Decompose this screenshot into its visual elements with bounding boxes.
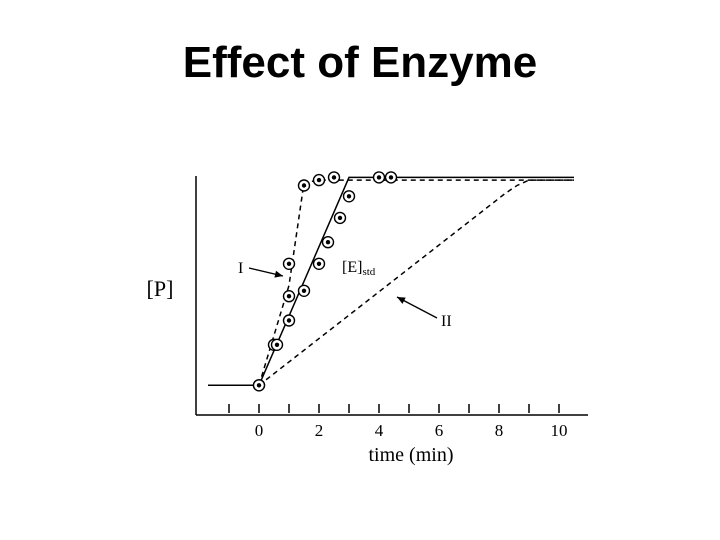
data-point-dot	[301, 288, 307, 293]
data-point-dot	[337, 215, 343, 221]
series-line-1	[258, 179, 574, 386]
x-tick-label: 0	[255, 421, 264, 440]
data-point-dot	[316, 177, 322, 183]
data-point-dot	[286, 261, 292, 266]
data-point-dot	[274, 342, 280, 347]
y-axis-label: [P]	[147, 276, 174, 301]
data-point-dot	[331, 175, 337, 180]
data-point-dot	[376, 175, 382, 180]
data-point-dot	[301, 183, 307, 188]
x-tick-label: 8	[495, 421, 504, 440]
annotation-label-II: II	[441, 313, 452, 330]
x-tick-label: 6	[435, 421, 444, 440]
data-point-dot	[325, 240, 331, 245]
x-tick-label: 4	[375, 421, 384, 440]
annotation-arrow-II-head	[397, 297, 406, 304]
annotation-subscript: std	[362, 266, 375, 278]
axes: 0 2 4 6 8 10	[195, 176, 588, 440]
annotation-arrow-I-head	[274, 270, 283, 278]
x-tick-label: 2	[315, 421, 324, 440]
annotation-label-I: I	[238, 260, 243, 277]
annotation-label-estd: [E]std	[342, 259, 376, 278]
data-point-dot	[316, 261, 322, 266]
slide-title: Effect of Enzyme	[182, 38, 538, 87]
series-lines	[208, 176, 574, 387]
x-tick-label: 10	[551, 421, 568, 440]
data-point-dot	[346, 194, 352, 199]
data-point-dot	[286, 294, 292, 299]
series-line-2	[208, 176, 574, 387]
data-point-dot	[388, 175, 394, 180]
x-axis-label: time (min)	[369, 444, 454, 466]
data-point-dot	[286, 318, 292, 323]
data-point-dot	[256, 383, 262, 388]
series-line-3	[258, 179, 574, 386]
series-markers	[252, 171, 398, 392]
